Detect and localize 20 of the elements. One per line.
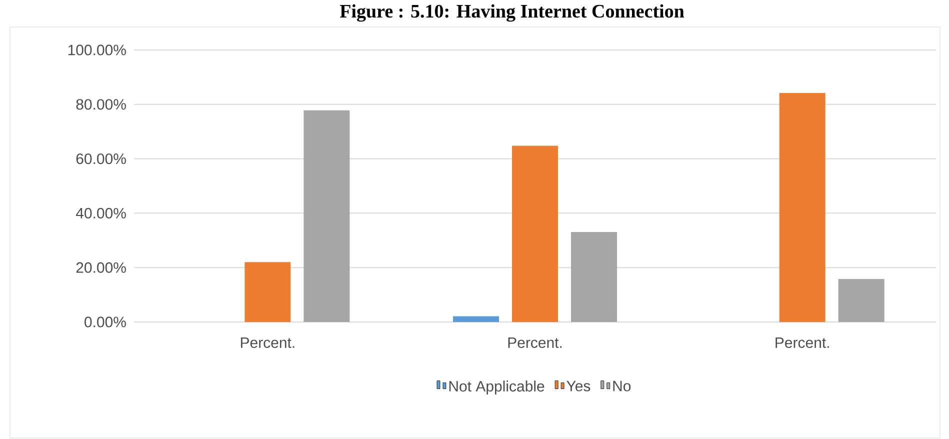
bar (244, 262, 291, 322)
y-tick-label: 20.00% (76, 262, 126, 273)
y-tick-label: 0.00% (84, 316, 126, 328)
y-tick-label: 60.00% (76, 153, 126, 164)
bar (571, 232, 618, 322)
y-tick-label: 100.00% (68, 44, 126, 56)
chart-title: Figure : 5.10: Having Internet Connection (340, 4, 684, 22)
bar (453, 316, 500, 322)
legend-label: Yes (566, 380, 590, 392)
legend-label: No (613, 380, 631, 392)
x-tick-label: Percent. (508, 338, 562, 348)
legend-label: Not Applicable (449, 380, 544, 395)
bar (512, 146, 558, 322)
bar (779, 92, 826, 322)
x-tick-label: Percent. (776, 338, 829, 348)
y-tick-label: 40.00% (76, 208, 126, 218)
x-tick-label: Percent. (240, 338, 294, 348)
bar (304, 110, 350, 322)
bar (838, 279, 884, 322)
y-tick-label: 80.00% (76, 99, 126, 110)
